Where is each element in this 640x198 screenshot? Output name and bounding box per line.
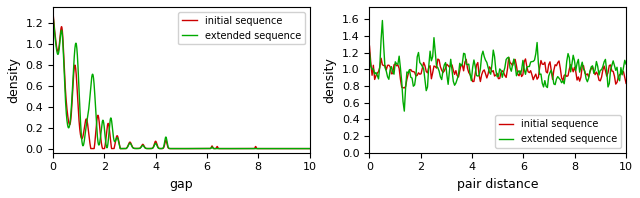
extended sequence bbox=[116, 147, 124, 150]
extended sequence bbox=[298, 147, 306, 150]
initial sequence bbox=[602, 69, 609, 72]
initial sequence bbox=[167, 147, 175, 150]
initial sequence bbox=[298, 147, 306, 150]
initial sequence bbox=[611, 75, 618, 77]
extended sequence bbox=[436, 76, 444, 78]
Legend: initial sequence, extended sequence: initial sequence, extended sequence bbox=[495, 115, 621, 148]
extended sequence bbox=[622, 63, 630, 65]
initial sequence bbox=[49, 11, 57, 13]
Line: initial sequence: initial sequence bbox=[369, 46, 626, 88]
Y-axis label: density: density bbox=[7, 57, 20, 103]
extended sequence bbox=[416, 61, 424, 64]
extended sequence bbox=[383, 70, 390, 72]
initial sequence bbox=[252, 146, 259, 149]
initial sequence bbox=[381, 64, 389, 67]
initial sequence bbox=[622, 82, 630, 85]
extended sequence bbox=[378, 19, 386, 22]
extended sequence bbox=[167, 147, 175, 150]
Y-axis label: density: density bbox=[323, 57, 337, 103]
initial sequence bbox=[87, 147, 95, 150]
initial sequence bbox=[365, 45, 373, 47]
Line: initial sequence: initial sequence bbox=[53, 12, 310, 148]
Line: extended sequence: extended sequence bbox=[53, 14, 310, 148]
extended sequence bbox=[49, 13, 57, 15]
initial sequence bbox=[174, 147, 182, 150]
extended sequence bbox=[376, 65, 383, 67]
extended sequence bbox=[306, 147, 314, 150]
initial sequence bbox=[435, 59, 443, 61]
initial sequence bbox=[306, 147, 314, 150]
extended sequence bbox=[401, 110, 408, 112]
X-axis label: pair distance: pair distance bbox=[457, 178, 538, 191]
extended sequence bbox=[612, 69, 620, 71]
extended sequence bbox=[252, 147, 259, 150]
Legend: initial sequence, extended sequence: initial sequence, extended sequence bbox=[179, 12, 305, 44]
X-axis label: gap: gap bbox=[170, 178, 193, 191]
extended sequence bbox=[174, 147, 182, 150]
Line: extended sequence: extended sequence bbox=[369, 21, 626, 111]
extended sequence bbox=[603, 70, 611, 72]
initial sequence bbox=[298, 147, 306, 150]
initial sequence bbox=[401, 87, 408, 89]
extended sequence bbox=[365, 51, 373, 54]
extended sequence bbox=[298, 147, 306, 150]
initial sequence bbox=[62, 98, 70, 100]
extended sequence bbox=[62, 109, 70, 111]
initial sequence bbox=[415, 72, 422, 74]
initial sequence bbox=[376, 66, 383, 69]
